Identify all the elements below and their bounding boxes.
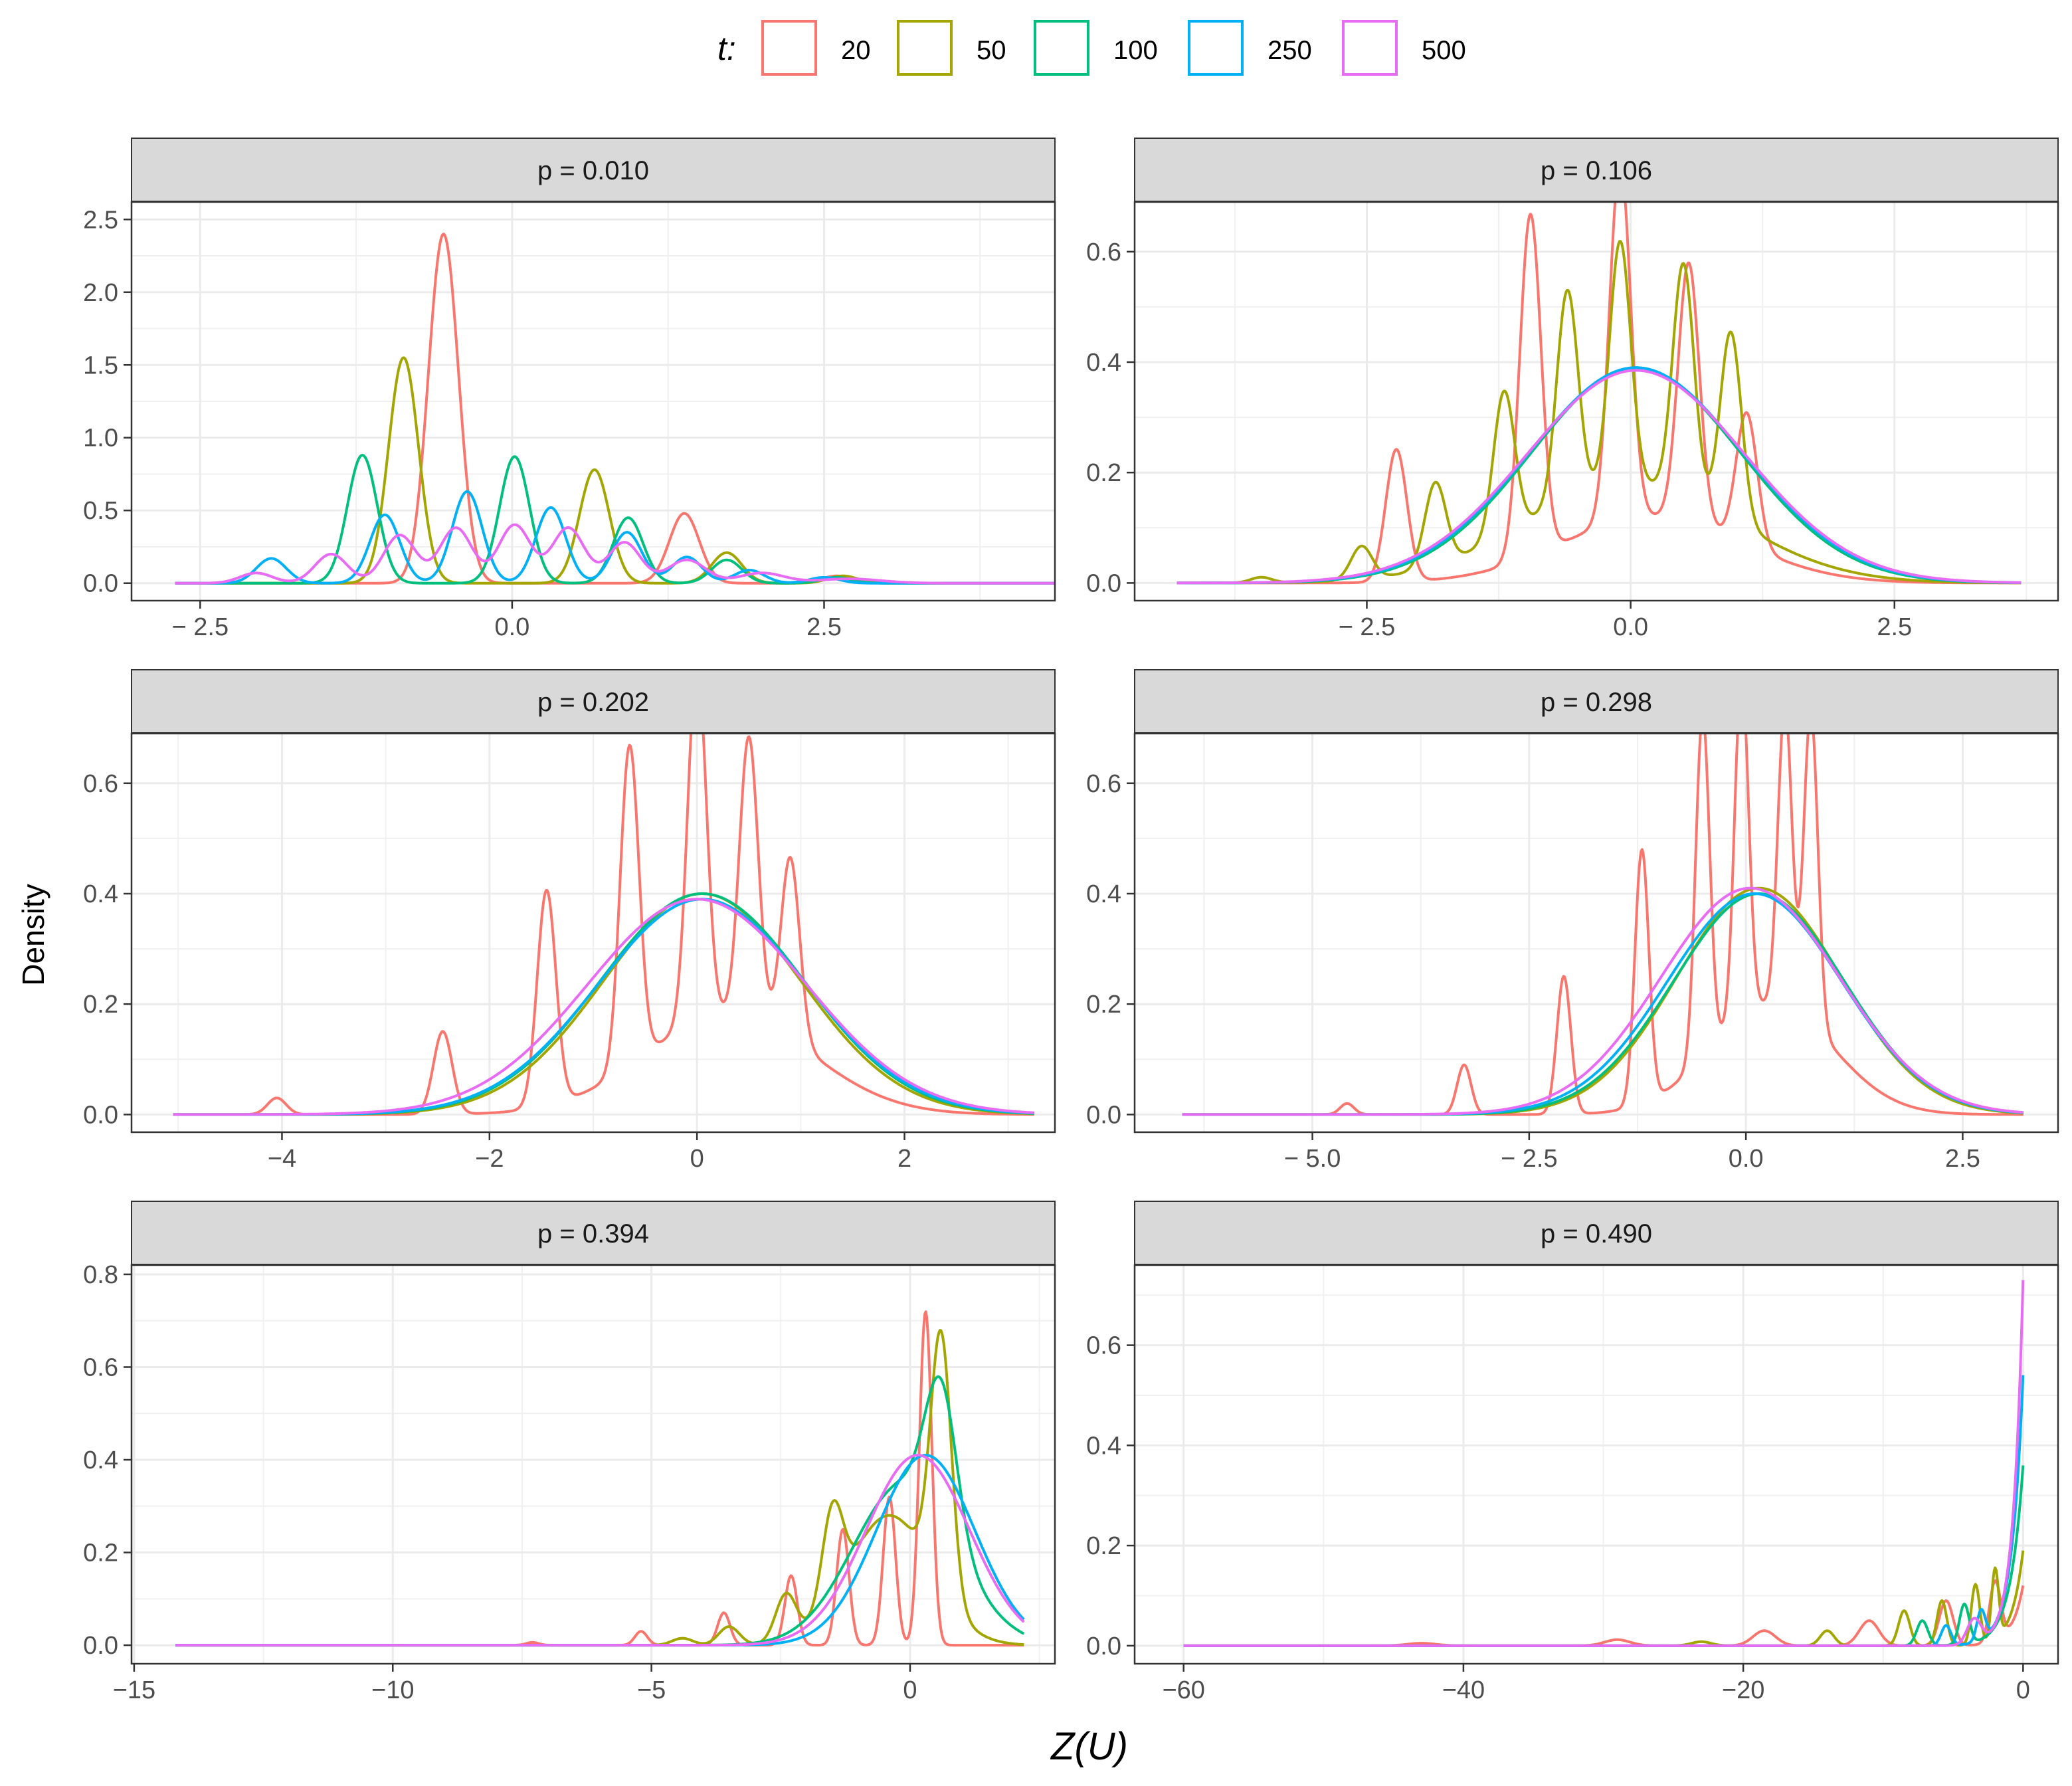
facet-strip-label: p = 0.010 <box>537 156 649 185</box>
x-tick-label: − 2.5 <box>1501 1145 1558 1173</box>
facet-panel-3: p = 0.202 −4 −2 0 2 0.0 0.2 0.4 0.6 <box>83 669 1056 1173</box>
y-tick-label: 0.2 <box>83 1539 118 1567</box>
y-tick-label: 0.2 <box>83 991 118 1019</box>
y-tick-label: 0.2 <box>1086 459 1121 487</box>
x-tick-label: 0.0 <box>1613 613 1648 641</box>
facet-strip-label: p = 0.490 <box>1541 1219 1652 1248</box>
x-tick-label: −10 <box>371 1676 414 1704</box>
x-tick-label: − 5.0 <box>1284 1145 1341 1173</box>
x-tick-label: −2 <box>475 1145 504 1173</box>
y-tick-label: 0.0 <box>83 570 118 598</box>
gridlines <box>132 734 1055 1132</box>
legend-key-500 <box>1342 20 1398 76</box>
facet-panel-2: p = 0.106 − 2.5 0.0 2.5 0.0 0.2 0.4 0.6 <box>1086 138 2059 641</box>
panel-border <box>1133 1264 2059 1665</box>
facet-panel-1: p = 0.010 − 2.5 0.0 2.5 0.0 0.5 1.0 1.5 2.0 2.5 <box>83 138 1056 641</box>
y-tick-label: 0.6 <box>83 1353 118 1381</box>
y-axis-title: Density <box>16 884 50 985</box>
y-tick-label: 0.0 <box>83 1632 118 1660</box>
y-tick-label: 0.2 <box>1086 991 1121 1019</box>
panel-border <box>1133 732 2059 1134</box>
facet-panel-4: p = 0.298 − 5.0 − 2.5 0.0 2.5 0.0 0.2 0.4 0.6 <box>1086 669 2059 1173</box>
x-tick-label: 0.0 <box>1729 1145 1764 1173</box>
facet-strip <box>1134 669 2059 734</box>
density-curve-t500 <box>172 898 1035 1116</box>
gridlines <box>1135 202 2058 601</box>
x-tick-label: 0 <box>903 1676 917 1704</box>
y-tick-label: 0.0 <box>1086 1101 1121 1129</box>
y-tick-label: 0.4 <box>1086 1432 1121 1460</box>
y-tick-label: 0.2 <box>1086 1532 1121 1560</box>
y-tick-label: 2.0 <box>83 279 118 307</box>
density-curve-t500 <box>175 1454 1025 1647</box>
facet-strip-label: p = 0.202 <box>537 688 649 717</box>
y-tick-label: 0.6 <box>1086 770 1121 798</box>
x-tick-label: 2.5 <box>806 613 842 641</box>
plot-area <box>1135 1265 2058 1664</box>
legend-key-100 <box>1034 20 1089 76</box>
x-tick-label: −40 <box>1442 1676 1485 1704</box>
legend-label-500: 500 <box>1422 36 1466 65</box>
plot-area <box>1135 202 2058 601</box>
legend-key-250 <box>1188 20 1244 76</box>
y-tick-label: 0.8 <box>83 1261 118 1289</box>
density-curve-t500 <box>1183 1280 2025 1647</box>
facet-strip-label: p = 0.394 <box>537 1219 649 1248</box>
x-tick-label: 2 <box>897 1145 911 1173</box>
panel-border <box>130 1264 1056 1665</box>
legend-label-20: 20 <box>841 36 871 65</box>
x-tick-label: 2.5 <box>1877 613 1912 641</box>
y-tick-label: 0.4 <box>1086 880 1121 908</box>
plot-area <box>132 1265 1055 1664</box>
x-tick-label: 2.5 <box>1945 1145 1980 1173</box>
y-tick-label: 1.0 <box>83 425 118 452</box>
panel-border <box>1133 201 2059 602</box>
panel-border <box>130 201 1056 602</box>
facet-panel-5: p = 0.394 −15 −10 −5 0 0.0 0.2 0.4 0.6 0.8 <box>83 1201 1056 1704</box>
x-tick-label: −4 <box>268 1145 296 1173</box>
y-tick-label: 2.5 <box>83 206 118 234</box>
gridlines <box>132 1265 1055 1664</box>
x-tick-label: − 2.5 <box>1339 613 1396 641</box>
y-tick-label: 0.0 <box>83 1101 118 1129</box>
density-curve-t500 <box>1177 369 2022 585</box>
y-tick-label: 0.4 <box>83 880 118 908</box>
y-tick-label: 0.4 <box>83 1446 118 1474</box>
y-tick-label: 0.0 <box>1086 1633 1121 1660</box>
legend-title: t: <box>717 30 736 67</box>
y-tick-label: 0.6 <box>1086 1332 1121 1360</box>
legend-label-250: 250 <box>1268 36 1312 65</box>
y-tick-label: 0.4 <box>1086 349 1121 377</box>
y-tick-label: 1.5 <box>83 351 118 379</box>
legend-key-20 <box>761 20 817 76</box>
y-tick-label: 0.5 <box>83 497 118 525</box>
density-curve-t500 <box>175 523 1055 585</box>
x-axis-title: Z(U) <box>1050 1725 1128 1768</box>
facet-panel-6: p = 0.490 −60 −40 −20 0 0.0 0.2 0.4 0.6 <box>1086 1201 2059 1704</box>
x-tick-label: 0 <box>2016 1676 2030 1704</box>
x-tick-label: 0.0 <box>494 613 529 641</box>
x-tick-label: −5 <box>637 1676 666 1704</box>
facet-strip <box>131 669 1056 734</box>
legend-label-50: 50 <box>977 36 1006 65</box>
legend-label-100: 100 <box>1113 36 1158 65</box>
x-tick-label: −15 <box>113 1676 155 1704</box>
legend-key-50 <box>897 20 953 76</box>
y-tick-label: 0.0 <box>1086 569 1121 597</box>
legend: t: 20 50 100 250 500 <box>717 20 1466 76</box>
x-tick-label: 0 <box>690 1145 704 1173</box>
density-curve-t500 <box>1182 886 2024 1116</box>
facet-strip <box>131 1201 1056 1266</box>
x-tick-label: − 2.5 <box>172 613 229 641</box>
x-tick-label: −60 <box>1162 1676 1204 1704</box>
panel-border <box>130 732 1056 1134</box>
y-tick-label: 0.6 <box>83 770 118 798</box>
x-tick-label: −20 <box>1722 1676 1764 1704</box>
facet-strip-label: p = 0.298 <box>1541 688 1652 717</box>
gridlines <box>132 202 1055 601</box>
facet-strip-label: p = 0.106 <box>1541 156 1652 185</box>
y-tick-label: 0.6 <box>1086 239 1121 266</box>
